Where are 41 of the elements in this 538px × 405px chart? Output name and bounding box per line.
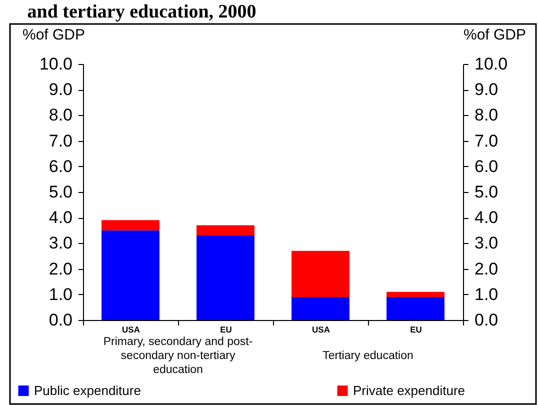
- y2-tick-label: 6.0: [474, 156, 498, 176]
- bar: [292, 296, 350, 320]
- x-tick-label: EU: [410, 324, 422, 334]
- y2-tick-label: 1.0: [474, 284, 498, 304]
- y2-tick-label: 8.0: [474, 106, 498, 125]
- legend-label: Public expenditure: [34, 382, 141, 398]
- y-tick-label: 10.0: [39, 54, 72, 74]
- x-tick-label: USA: [122, 324, 140, 334]
- y2-tick-label: 5.0: [474, 182, 498, 202]
- bar: [292, 250, 350, 297]
- y-tick-label: 2.0: [48, 259, 72, 278]
- bar: [102, 230, 160, 320]
- y2-tick-label: 2.0: [474, 259, 498, 278]
- chart-title: and tertiary education, 2000: [27, 1, 256, 22]
- y2-tick-label: 9.0: [474, 80, 498, 100]
- y-tick-label: 8.0: [48, 106, 72, 125]
- legend-label: Private expenditure: [353, 382, 466, 398]
- bar: [386, 296, 444, 320]
- bar: [386, 292, 444, 297]
- y-tick-label: 9.0: [48, 80, 72, 100]
- y2-tick-label: 7.0: [474, 131, 498, 150]
- y2-tick-label: 0.0: [474, 310, 498, 330]
- y2-tick-label: 4.0: [474, 208, 498, 228]
- x-tick-label: USA: [312, 324, 330, 334]
- y-tick-label: 3.0: [48, 234, 72, 253]
- y-tick-label: 6.0: [48, 156, 72, 176]
- text: Tertiary education: [322, 350, 414, 362]
- y-tick-label: 5.0: [48, 182, 72, 202]
- y2-tick-label: 3.0: [474, 234, 498, 253]
- y-tick-label: 7.0: [48, 131, 72, 150]
- y-tick-label: 4.0: [48, 208, 72, 228]
- text: Primary, secondary and post-secondary non-tertiary education: [103, 336, 253, 376]
- bar: [102, 220, 160, 230]
- y2-tick-label: 10.0: [474, 54, 508, 74]
- y2-axis-title: %of GDP: [464, 26, 526, 44]
- y-tick-label: 0.0: [48, 310, 72, 330]
- y-axis-title: %of GDP: [22, 26, 86, 44]
- bar: [196, 225, 254, 236]
- y-tick-label: 1.0: [48, 284, 72, 304]
- bar: [196, 236, 254, 320]
- x-tick-label: EU: [220, 324, 232, 334]
